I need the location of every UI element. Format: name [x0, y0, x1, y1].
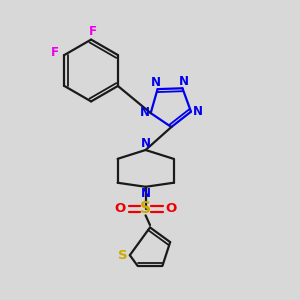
Text: N: N	[193, 105, 202, 118]
Text: N: N	[151, 76, 161, 89]
Text: O: O	[114, 202, 126, 215]
Text: O: O	[166, 202, 177, 215]
Text: F: F	[51, 46, 59, 59]
Text: N: N	[141, 137, 151, 150]
Text: S: S	[118, 249, 127, 262]
Text: N: N	[141, 187, 151, 200]
Text: S: S	[140, 201, 151, 216]
Text: F: F	[88, 25, 97, 38]
Text: N: N	[179, 75, 189, 88]
Text: N: N	[140, 106, 150, 119]
